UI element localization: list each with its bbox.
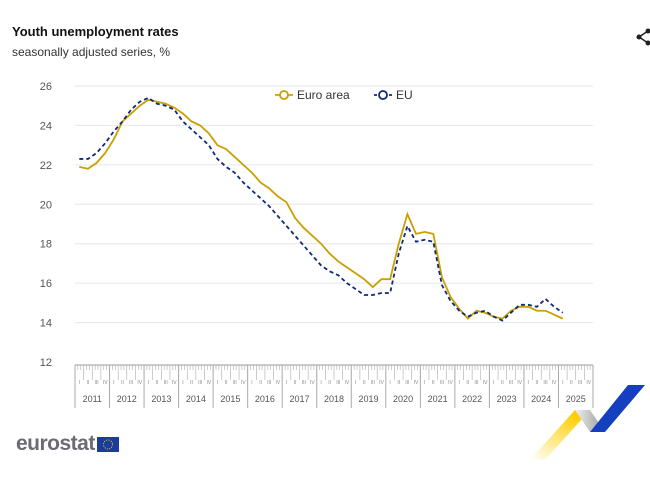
quarter-label: II	[259, 380, 262, 386]
quarter-label: IV	[276, 380, 281, 386]
legend-label[interactable]: Euro area	[297, 88, 350, 102]
year-label: 2016	[255, 394, 275, 404]
year-label: 2013	[151, 394, 171, 404]
quarter-label: I	[458, 380, 459, 386]
quarter-label: IV	[414, 380, 419, 386]
quarter-label: III	[129, 380, 133, 386]
quarter-label: I	[182, 380, 183, 386]
quarter-label: IV	[517, 380, 522, 386]
quarter-label: II	[156, 380, 159, 386]
quarter-label: I	[389, 380, 390, 386]
quarter-label: III	[440, 380, 444, 386]
eurostat-logo: eurostat	[16, 432, 119, 456]
quarter-label: IV	[206, 380, 211, 386]
quarter-label: III	[509, 380, 513, 386]
quarter-label: IV	[137, 380, 142, 386]
share-icon[interactable]	[636, 28, 650, 46]
quarter-label: I	[424, 380, 425, 386]
quarter-label: II	[87, 380, 90, 386]
year-label: 2018	[324, 394, 344, 404]
year-label: 2019	[359, 394, 379, 404]
quarter-label: IV	[345, 380, 350, 386]
chart-subtitle: seasonally adjusted series, %	[12, 45, 171, 59]
quarter-label: III	[336, 380, 340, 386]
quarter-label: IV	[241, 380, 246, 386]
quarter-label: III	[302, 380, 306, 386]
y-tick-label: 14	[40, 318, 52, 330]
year-label: 2023	[497, 394, 517, 404]
quarter-label: IV	[310, 380, 315, 386]
decorative-ribbon	[530, 385, 645, 460]
year-label: 2020	[393, 394, 413, 404]
legend-marker	[279, 90, 289, 100]
quarter-label: II	[363, 380, 366, 386]
quarter-label: III	[405, 380, 409, 386]
quarter-label: III	[233, 380, 237, 386]
quarter-label: I	[79, 380, 80, 386]
quarter-label: II	[190, 380, 193, 386]
quarter-label: II	[570, 380, 573, 386]
quarter-label: IV	[379, 380, 384, 386]
quarter-label: II	[225, 380, 228, 386]
quarter-label: III	[94, 380, 98, 386]
quarter-label: II	[294, 380, 297, 386]
y-tick-label: 26	[40, 81, 52, 93]
quarter-label: I	[113, 380, 114, 386]
quarter-label: IV	[483, 380, 488, 386]
quarter-label: III	[164, 380, 168, 386]
year-label: 2017	[289, 394, 309, 404]
quarter-label: IV	[172, 380, 177, 386]
quarter-label: I	[528, 380, 529, 386]
year-label: 2024	[531, 394, 551, 404]
quarter-label: III	[267, 380, 271, 386]
quarter-label: III	[543, 380, 547, 386]
year-label: 2014	[186, 394, 206, 404]
year-label: 2022	[462, 394, 482, 404]
quarter-label: I	[562, 380, 563, 386]
quarter-label: IV	[586, 380, 591, 386]
y-tick-label: 18	[40, 239, 52, 251]
legend-label[interactable]: EU	[396, 88, 413, 102]
quarter-label: I	[251, 380, 252, 386]
quarter-label: III	[578, 380, 582, 386]
y-tick-label: 16	[40, 278, 52, 290]
quarter-label: III	[474, 380, 478, 386]
quarter-label: I	[286, 380, 287, 386]
year-label: 2015	[220, 394, 240, 404]
year-label: 2021	[428, 394, 448, 404]
legend-marker	[378, 90, 388, 100]
quarter-label: IV	[103, 380, 108, 386]
quarter-label: II	[535, 380, 538, 386]
y-tick-label: 24	[40, 120, 52, 132]
quarter-label: II	[501, 380, 504, 386]
quarter-label: I	[320, 380, 321, 386]
quarter-label: III	[371, 380, 375, 386]
quarter-label: II	[328, 380, 331, 386]
year-label: 2025	[566, 394, 586, 404]
quarter-label: I	[355, 380, 356, 386]
quarter-label: IV	[552, 380, 557, 386]
quarter-label: II	[121, 380, 124, 386]
quarter-label: I	[148, 380, 149, 386]
eu-flag-icon	[96, 436, 119, 452]
quarter-label: III	[198, 380, 202, 386]
series-line-eu	[79, 96, 564, 322]
year-label: 2011	[83, 394, 102, 404]
y-tick-label: 22	[40, 160, 52, 172]
series-line-euro-area	[79, 98, 564, 320]
logo-text: eurostat	[16, 432, 95, 455]
chart-title: Youth unemployment rates	[12, 24, 179, 39]
year-label: 2012	[117, 394, 137, 404]
y-tick-label: 12	[40, 357, 52, 369]
quarter-label: I	[217, 380, 218, 386]
quarter-label: II	[466, 380, 469, 386]
y-tick-label: 20	[40, 199, 52, 211]
quarter-label: I	[493, 380, 494, 386]
quarter-label: IV	[448, 380, 453, 386]
quarter-label: II	[432, 380, 435, 386]
quarter-label: II	[397, 380, 400, 386]
